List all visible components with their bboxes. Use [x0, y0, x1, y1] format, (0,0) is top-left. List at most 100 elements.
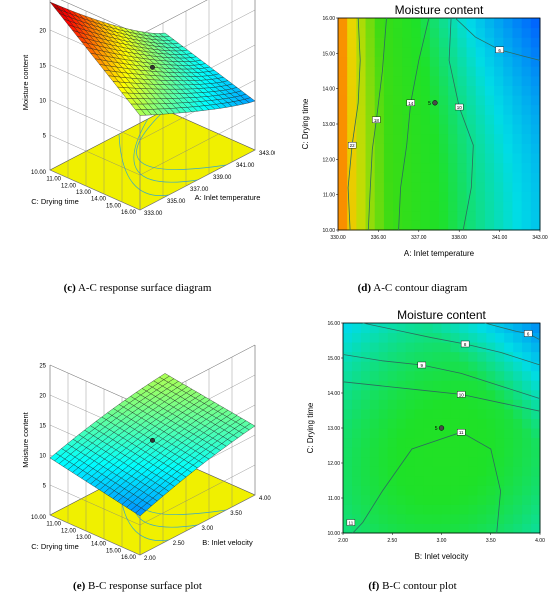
contour-cell [343, 408, 353, 419]
design-point-label: 5 [435, 426, 438, 432]
contour-cell [414, 456, 425, 467]
contour-cell [369, 475, 380, 486]
contour-cell [378, 418, 389, 429]
contour-cell [531, 466, 541, 477]
contour-cell [429, 37, 440, 48]
contour-cell [531, 456, 541, 467]
contour-cell [411, 210, 422, 221]
contour-cell [420, 104, 431, 115]
contour-cell [484, 124, 495, 135]
contour-cell [530, 104, 541, 115]
contour-cell [387, 494, 398, 505]
contour-cell [513, 456, 523, 467]
contour-line [342, 381, 541, 412]
contour-cell [503, 27, 513, 38]
z-tick-label: 25 [39, 364, 46, 370]
contour-cell [411, 66, 422, 77]
contour-cell [387, 523, 398, 534]
contour-cell [420, 85, 431, 96]
contour-cell [356, 37, 367, 48]
contour-cell [360, 323, 371, 334]
contour-cell [396, 332, 407, 343]
contour-cell [351, 485, 362, 496]
contour-cell [369, 351, 380, 362]
surface-plot-bc: 5 10 15 20 25 Moisture content 10.0011.0012.00… [21, 344, 271, 562]
contour-cell [486, 380, 496, 391]
contour-cell [466, 152, 477, 164]
contour-cell [468, 370, 478, 381]
contour-cell [378, 323, 389, 334]
contour-cell [432, 475, 442, 486]
contour-cell [420, 152, 431, 164]
contour-cell [387, 370, 398, 381]
contour-cell [338, 18, 348, 29]
contour-cell [513, 504, 523, 515]
contour-cell [369, 408, 380, 419]
contour-cell [468, 332, 478, 343]
contour-cell [441, 408, 451, 419]
contour-cell [457, 143, 468, 154]
contour-cell [423, 523, 434, 534]
caption-f-letter: (f) [368, 580, 380, 592]
contour-cell [448, 114, 458, 125]
contour-cell [441, 494, 451, 505]
contour-cell [374, 133, 385, 144]
contour-cell [457, 114, 468, 125]
contour-cell [439, 181, 449, 192]
contour-cell [356, 114, 367, 125]
z-tick-label: 5 [43, 484, 47, 490]
contour-cell [494, 95, 504, 106]
contour-cell [441, 380, 451, 391]
contour-cell [457, 56, 468, 67]
contour-cell [393, 133, 403, 144]
contour-cell [383, 95, 394, 106]
contour-cell [396, 437, 407, 448]
contour-cell [360, 389, 371, 400]
contour-cell [387, 504, 398, 515]
contour-cell [374, 191, 385, 202]
contour-label: 8 [464, 342, 467, 347]
contour-cell [512, 133, 523, 144]
contour-cell [429, 75, 440, 86]
contour-cell [486, 418, 496, 429]
contour-cell [522, 351, 532, 362]
contour-cell [420, 46, 431, 58]
contour-cell [459, 475, 469, 486]
contour-cell [347, 66, 357, 77]
contour-cell [369, 513, 380, 524]
contour-cell [486, 351, 496, 362]
contour-cell [521, 210, 532, 221]
contour-cell [414, 513, 425, 524]
contour-cell [351, 361, 362, 372]
contour-cell [374, 37, 385, 48]
contour-cell [378, 513, 389, 524]
contour-cell [365, 191, 376, 202]
contour-cell [512, 114, 523, 125]
contour-cell [414, 389, 425, 400]
contour-cell [439, 210, 449, 221]
contour-cell [432, 399, 442, 410]
y-tick-label: 2.50 [173, 541, 185, 547]
contour-cell [477, 485, 487, 496]
contour-cell [347, 85, 357, 96]
contour-cell [494, 27, 504, 38]
contour-cell [486, 504, 496, 515]
contour-cell [466, 133, 477, 144]
contour-cell [512, 152, 523, 164]
contour-cell [414, 380, 425, 391]
contour-cell [405, 485, 416, 496]
contour-cell [414, 351, 425, 362]
contour-cell [530, 95, 541, 106]
contour-cell [531, 485, 541, 496]
contour-cell [387, 351, 398, 362]
contour-cell [468, 437, 478, 448]
contour-cell [411, 133, 422, 144]
contour-cell [393, 104, 403, 115]
contour-cell [459, 370, 469, 381]
contour-cell [477, 504, 487, 515]
contour-cell [495, 504, 505, 515]
contour-cell [495, 447, 505, 458]
contour-cell [378, 389, 389, 400]
contour-cell [475, 27, 486, 38]
contour-cell [495, 475, 505, 486]
